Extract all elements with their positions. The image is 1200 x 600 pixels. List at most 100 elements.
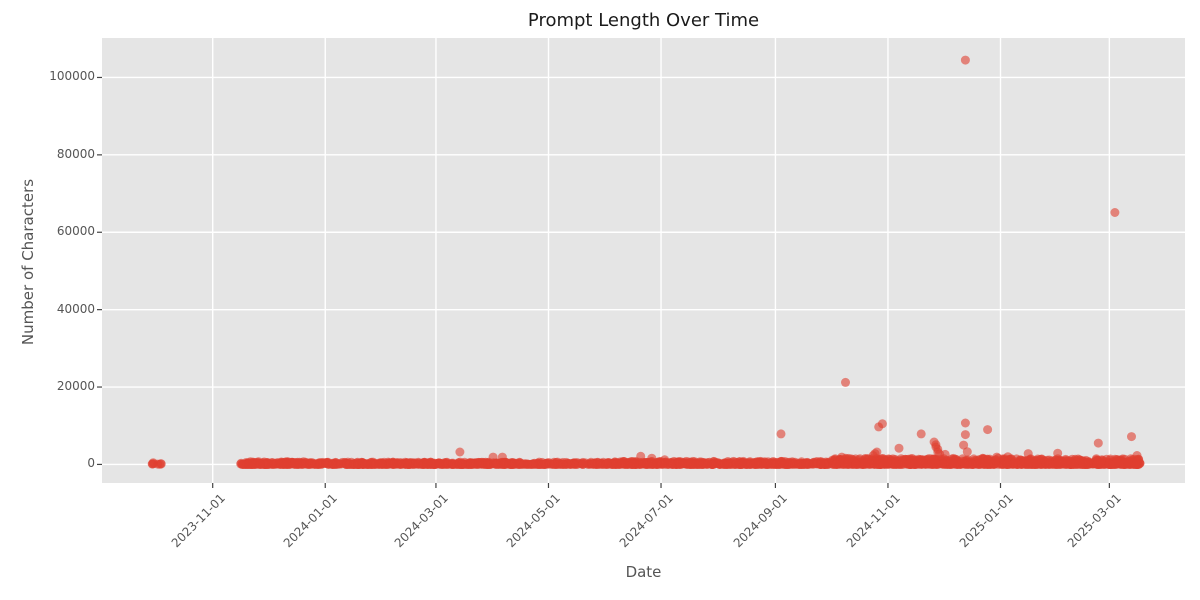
outlier-point (1110, 208, 1120, 217)
outlier-point (841, 377, 850, 387)
data-point (458, 459, 467, 469)
data-point (550, 459, 560, 469)
data-point (601, 459, 611, 469)
y-tick-label: 0 (87, 456, 95, 471)
data-point (872, 459, 882, 469)
data-point (1061, 459, 1071, 469)
data-point (882, 458, 892, 468)
data-point (466, 459, 476, 469)
data-point (1069, 459, 1079, 469)
data-point (957, 456, 967, 466)
data-point (1104, 459, 1114, 469)
y-tick-label: 80000 (56, 146, 95, 161)
outlier-point (1003, 452, 1013, 462)
data-point (1093, 458, 1103, 468)
data-point (413, 459, 423, 469)
data-point (255, 459, 265, 469)
data-point (474, 458, 484, 467)
outlier-point (960, 55, 970, 65)
data-point (1044, 459, 1054, 469)
outlier-point (959, 440, 969, 450)
outlier-point (1127, 432, 1136, 442)
data-point (392, 458, 402, 468)
data-point (1003, 459, 1013, 469)
outlier-point (636, 451, 646, 461)
data-point (1112, 457, 1122, 467)
data-point (752, 459, 762, 469)
outlier-point (940, 449, 950, 459)
data-point (373, 459, 383, 469)
outlier-point (497, 452, 507, 462)
data-point (1084, 457, 1093, 466)
y-tick-label: 100000 (49, 69, 95, 84)
data-point (402, 458, 412, 468)
outlier-point (488, 452, 498, 462)
data-point (896, 459, 905, 469)
data-point (578, 458, 588, 468)
data-point (427, 459, 437, 469)
outlier-point (962, 447, 972, 457)
outlier-point (837, 452, 847, 462)
data-point (732, 459, 742, 469)
outlier-point (983, 425, 993, 435)
data-point (341, 459, 351, 469)
data-point (297, 459, 307, 469)
data-point (910, 459, 919, 469)
data-point (148, 459, 157, 469)
outlier-point (960, 430, 970, 440)
data-point (509, 458, 519, 468)
data-point (831, 459, 841, 469)
data-point (558, 459, 568, 469)
data-point (1123, 457, 1133, 467)
data-point (851, 459, 861, 469)
data-point (678, 459, 687, 469)
data-point (588, 459, 598, 469)
outlier-point (776, 429, 786, 439)
outlier-point (1023, 449, 1033, 459)
y-tick-label: 60000 (56, 224, 95, 239)
data-point (290, 459, 300, 469)
data-point (782, 459, 792, 469)
data-point (928, 454, 938, 464)
y-axis-label: Number of Characters (19, 178, 37, 346)
data-point (536, 459, 546, 469)
outlier-point (1132, 451, 1142, 460)
data-point (767, 459, 777, 469)
y-tick-label: 40000 (56, 301, 95, 316)
data-point (1054, 457, 1064, 467)
chart-title: Prompt Length Over Time (527, 10, 760, 31)
data-point (617, 459, 626, 469)
outlier-point (992, 452, 1002, 462)
data-point (794, 459, 804, 469)
data-point (723, 459, 733, 469)
plot-area (102, 38, 1185, 483)
x-axis-label: Date (625, 563, 662, 581)
data-point (948, 458, 958, 468)
data-point (360, 459, 370, 468)
outlier-point (874, 422, 884, 432)
outlier-point (660, 455, 670, 465)
data-point (155, 459, 165, 469)
outlier-point (894, 443, 904, 453)
data-point (973, 459, 983, 469)
data-point (267, 459, 277, 469)
data-point (627, 459, 637, 469)
outlier-point (455, 447, 465, 457)
data-point (499, 459, 509, 469)
data-point (714, 458, 724, 468)
outlier-point (1053, 448, 1063, 458)
outlier-point (647, 453, 657, 463)
data-point (812, 459, 822, 468)
data-point (238, 459, 248, 469)
data-point (491, 459, 501, 469)
data-point (1024, 459, 1033, 469)
data-point (519, 459, 529, 469)
y-tick-label: 20000 (56, 379, 95, 394)
data-point (282, 459, 291, 469)
data-point (983, 459, 993, 469)
data-point (448, 458, 458, 468)
data-point (698, 459, 708, 469)
outlier-point (960, 418, 970, 428)
